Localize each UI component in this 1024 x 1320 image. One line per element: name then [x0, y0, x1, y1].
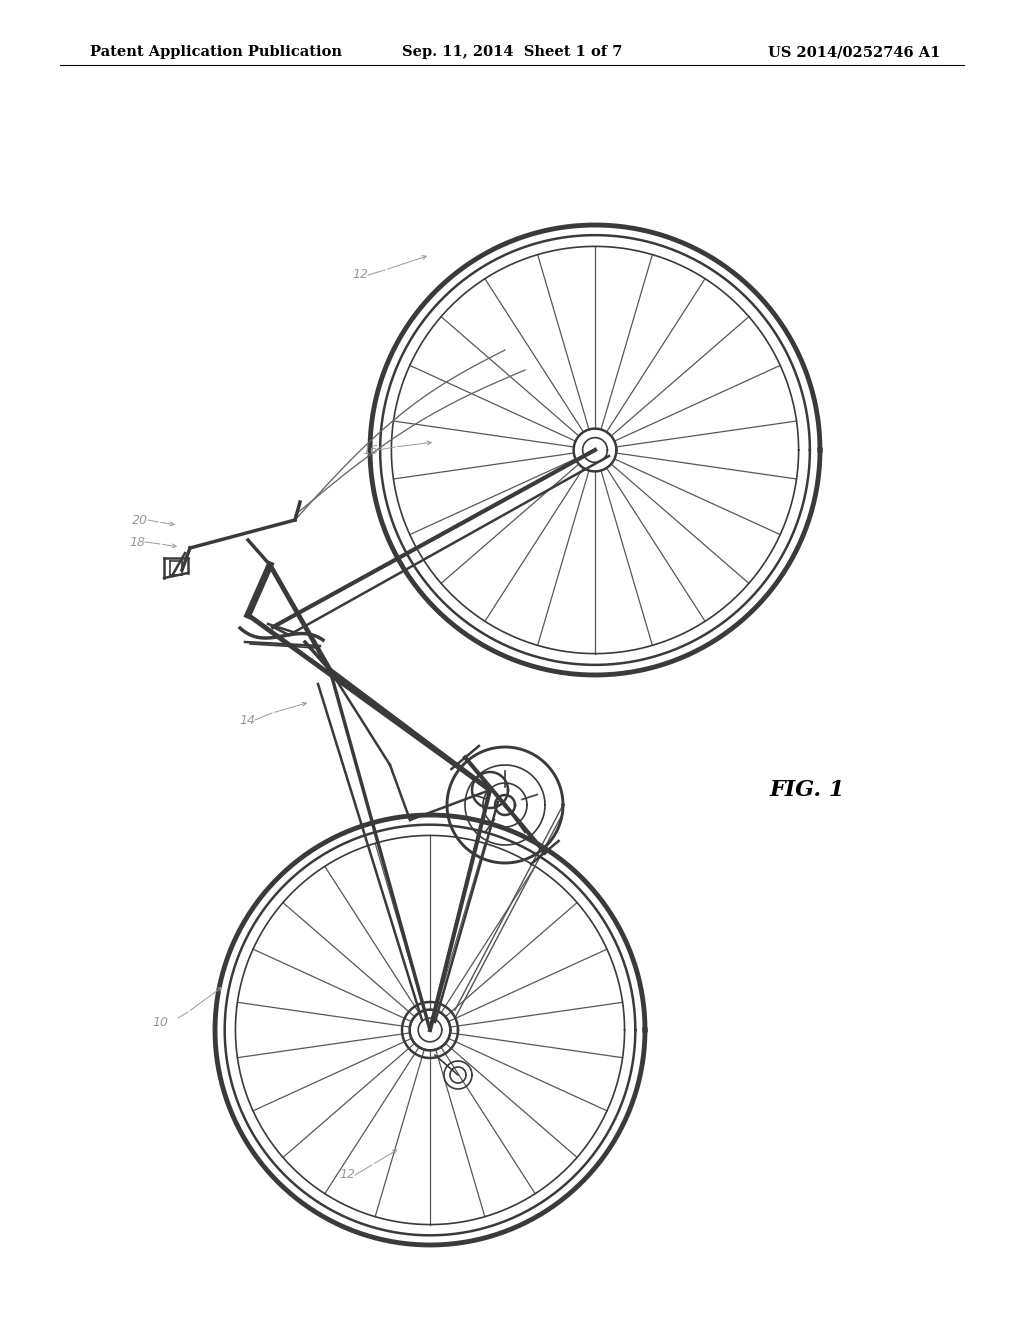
Text: 20: 20: [132, 513, 148, 527]
Text: 18: 18: [129, 536, 145, 549]
Text: US 2014/0252746 A1: US 2014/0252746 A1: [768, 45, 940, 59]
Text: Sep. 11, 2014  Sheet 1 of 7: Sep. 11, 2014 Sheet 1 of 7: [401, 45, 623, 59]
Text: Patent Application Publication: Patent Application Publication: [90, 45, 342, 59]
Circle shape: [418, 1018, 441, 1041]
Text: 12: 12: [352, 268, 368, 281]
Text: 16: 16: [362, 444, 378, 457]
Text: 12: 12: [339, 1168, 355, 1181]
Text: 14: 14: [239, 714, 255, 726]
Text: FIG. 1: FIG. 1: [770, 779, 846, 801]
Text: 10: 10: [152, 1015, 168, 1028]
Circle shape: [583, 438, 607, 462]
